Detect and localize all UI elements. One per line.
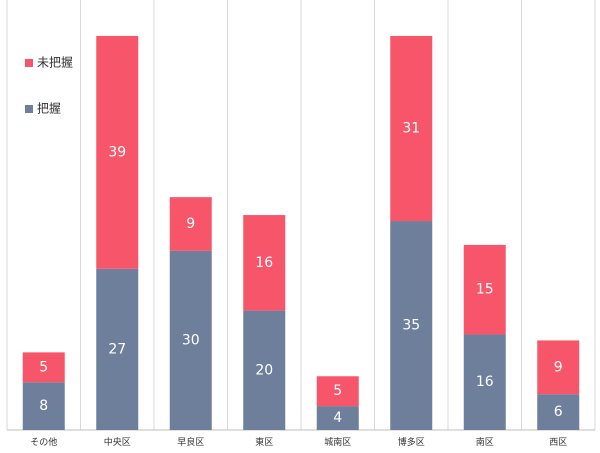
data-label: 4: [333, 410, 342, 426]
data-label: 30: [182, 332, 200, 348]
data-label: 20: [255, 362, 273, 378]
bar-segment-haaku: [22, 382, 65, 430]
x-tick-label: 中央区: [104, 436, 131, 448]
x-tick-label: 南区: [476, 436, 494, 448]
x-tick-label: 早良区: [177, 436, 204, 448]
data-label: 8: [39, 398, 48, 414]
legend-swatch: [25, 105, 33, 113]
bar-segment-mihaaku: [243, 215, 286, 311]
legend-label: 把握: [37, 101, 61, 116]
data-label: 15: [476, 282, 494, 298]
data-label: 16: [255, 255, 273, 271]
bar-segment-mihaaku: [316, 376, 359, 407]
data-label: 5: [333, 383, 342, 399]
x-tick-label: 城南区: [324, 436, 351, 448]
x-tick-label: 西区: [549, 437, 567, 448]
bar-segment-mihaaku: [169, 197, 212, 251]
bar-segment-mihaaku: [22, 352, 65, 383]
data-label: 35: [402, 318, 420, 334]
x-tick-label: その他: [30, 436, 57, 448]
bar-segment-mihaaku: [390, 35, 433, 222]
legend-label: 未把握: [37, 55, 73, 70]
bar-segment-mihaaku: [463, 244, 506, 335]
bar-segment-haaku: [463, 334, 506, 430]
x-tick-label: 東区: [255, 436, 273, 448]
data-label: 31: [402, 120, 420, 136]
data-label: 6: [554, 404, 563, 420]
x-tick-label: 博多区: [398, 436, 425, 448]
bar-segment-haaku: [537, 394, 580, 430]
data-label: 39: [108, 144, 126, 160]
bar-segment-haaku: [243, 310, 286, 430]
bar-segment-mihaaku: [96, 35, 139, 269]
bar-segment-mihaaku: [537, 340, 580, 395]
data-label: 5: [39, 359, 48, 375]
bar-segment-haaku: [316, 406, 359, 430]
data-label: 9: [186, 216, 195, 232]
data-label: 16: [476, 374, 494, 390]
bar-segment-haaku: [390, 221, 433, 430]
bar-segment-haaku: [169, 250, 212, 430]
data-label: 27: [108, 341, 126, 357]
bar-segment-haaku: [96, 268, 139, 430]
legend-swatch: [25, 59, 33, 67]
data-label: 9: [554, 359, 563, 375]
